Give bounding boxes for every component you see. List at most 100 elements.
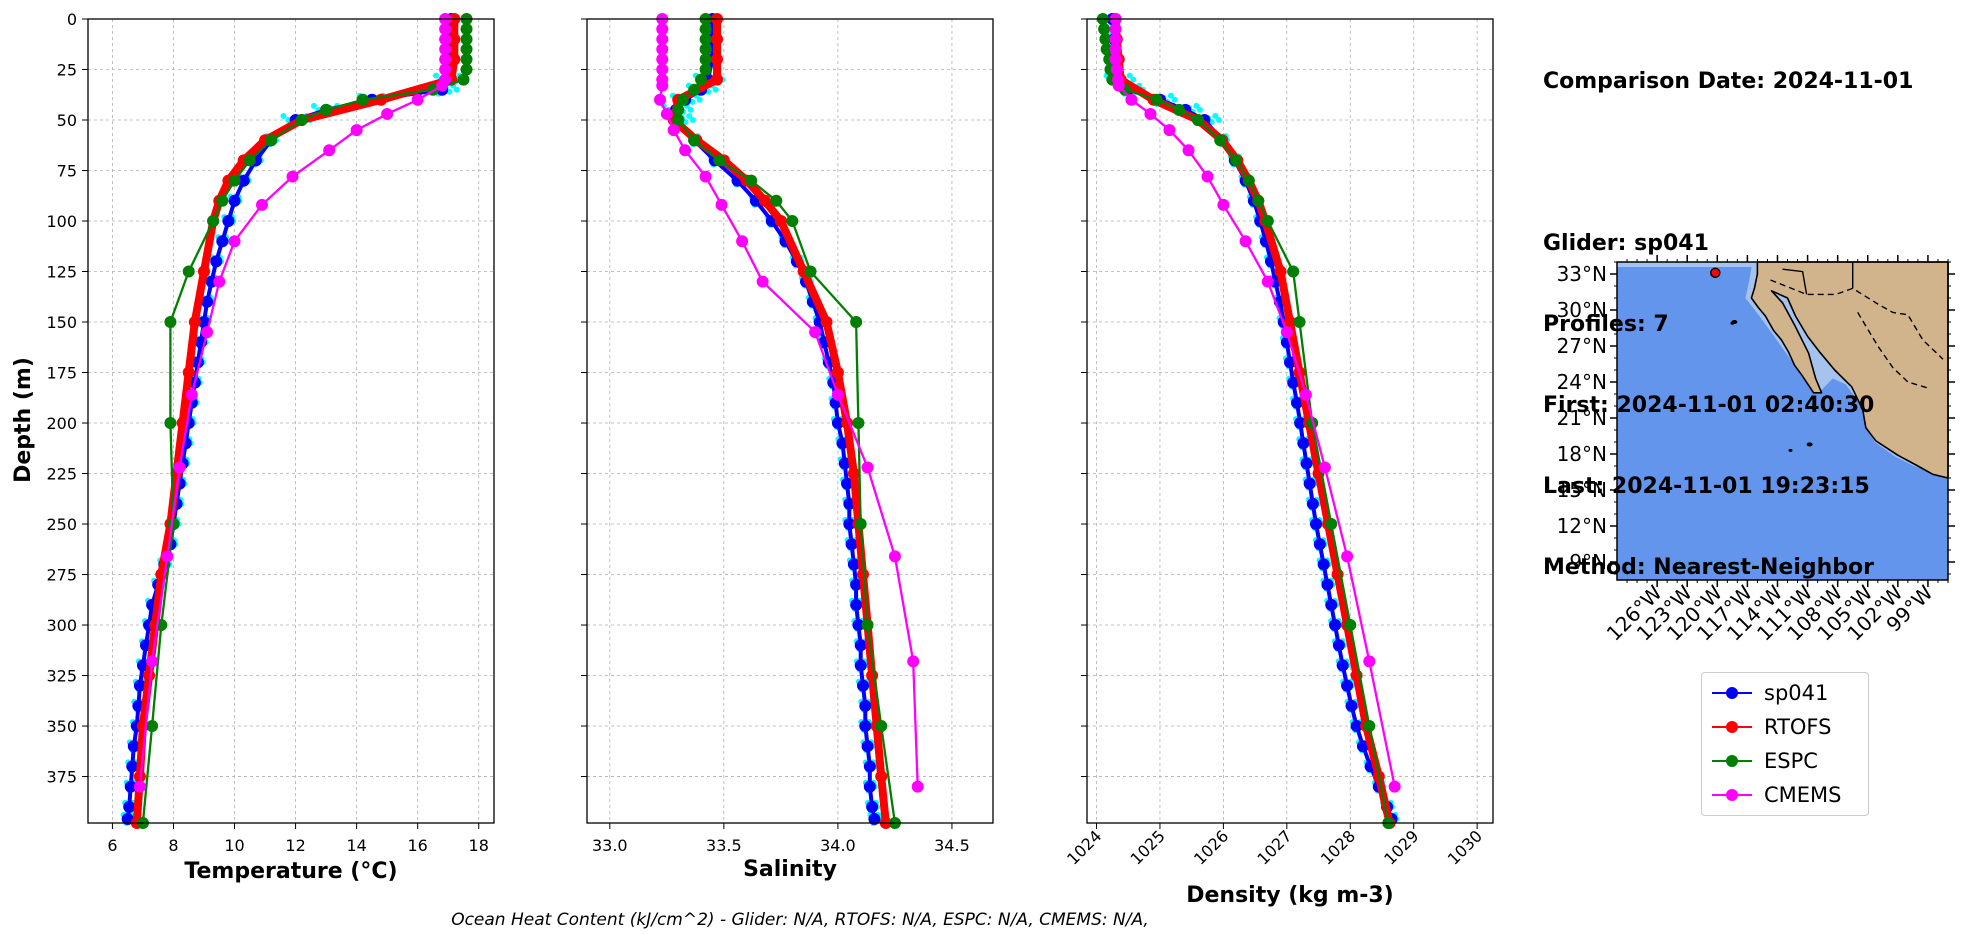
series-point-espc xyxy=(852,417,865,430)
profile-point xyxy=(1126,72,1133,79)
series-point-cmems xyxy=(699,170,712,183)
series-point-rtofs xyxy=(188,316,201,329)
series-point-rtofs xyxy=(847,467,860,480)
x-tick-label: 1028 xyxy=(1317,826,1359,868)
series-point-espc xyxy=(228,174,241,187)
series-point-cmems xyxy=(1112,79,1125,92)
series-point-espc xyxy=(1098,23,1111,36)
series-point-cmems xyxy=(286,170,299,183)
series-point-cmems xyxy=(439,23,452,36)
profile-point xyxy=(310,102,317,109)
x-tick-label: 14 xyxy=(346,836,366,855)
x-tick-label: 1025 xyxy=(1127,826,1169,868)
legend-label-cmems: CMEMS xyxy=(1764,783,1842,807)
series-point-espc xyxy=(745,174,758,187)
series-point-sp041 xyxy=(1317,558,1330,571)
series-point-sp041 xyxy=(1303,477,1316,490)
series-point-rtofs xyxy=(774,215,787,228)
series-point-espc xyxy=(1099,33,1112,46)
series-point-rtofs xyxy=(711,53,724,66)
profile-point xyxy=(1167,92,1174,99)
series-point-sp041 xyxy=(863,760,876,773)
series-point-espc xyxy=(457,73,470,86)
legend-line-espc xyxy=(1712,755,1752,767)
series-point-cmems xyxy=(1388,780,1401,793)
profile-point xyxy=(687,106,694,113)
series-point-sp041 xyxy=(850,578,863,591)
series-point-espc xyxy=(1261,215,1274,228)
series-point-espc xyxy=(672,114,685,127)
series-point-sp041 xyxy=(228,194,241,207)
series-point-sp041 xyxy=(859,699,872,712)
series-point-sp041 xyxy=(127,740,140,753)
x-axis-label: Temperature (°C) xyxy=(184,859,397,884)
series-point-cmems xyxy=(1363,655,1376,668)
series-point-cmems xyxy=(1280,326,1293,339)
series-point-sp041 xyxy=(831,417,844,430)
series-point-espc xyxy=(854,518,867,531)
series-point-sp041 xyxy=(210,255,223,268)
axes-frame xyxy=(1086,18,1494,824)
series-point-cmems xyxy=(173,461,186,474)
map-border-internal xyxy=(1857,312,1929,389)
map-frame xyxy=(1616,261,1949,581)
x-tick-label: 33.5 xyxy=(706,836,742,855)
series-point-cmems xyxy=(736,235,749,248)
series-point-cmems xyxy=(146,655,159,668)
x-tick-label: 8 xyxy=(168,836,178,855)
series-point-sp041 xyxy=(847,558,860,571)
series-point-espc xyxy=(243,154,256,167)
series-point-espc xyxy=(1287,265,1300,278)
series-point-sp041 xyxy=(1341,679,1354,692)
series-point-sp041 xyxy=(1294,417,1307,430)
series-point-sp041 xyxy=(237,174,250,187)
legend-marker-espc xyxy=(1726,755,1738,767)
series-point-cmems xyxy=(656,23,669,36)
series-point-cmems xyxy=(1144,107,1157,120)
ohc-footer: Ocean Heat Content (kJ/cm^2) - Glider: N… xyxy=(451,910,1149,930)
series-point-cmems xyxy=(350,124,363,137)
series-point-espc xyxy=(164,316,177,329)
legend-line-rtofs xyxy=(1712,721,1752,733)
series-point-sp041 xyxy=(845,538,858,551)
series-point-sp041 xyxy=(1297,437,1310,450)
x-tick-label: 34.5 xyxy=(934,836,970,855)
series-point-espc xyxy=(146,720,159,733)
series-point-espc xyxy=(1293,316,1306,329)
series-point-rtofs xyxy=(1274,265,1287,278)
series-point-espc xyxy=(850,316,863,329)
series-point-sp041 xyxy=(838,457,851,470)
series-point-cmems xyxy=(911,780,924,793)
series-point-espc xyxy=(695,73,708,86)
series-point-sp041 xyxy=(852,619,865,632)
series-point-cmems xyxy=(653,93,666,106)
series-point-cmems xyxy=(660,107,673,120)
y-tick-label: 275 xyxy=(46,566,77,585)
legend-label-espc: ESPC xyxy=(1764,749,1818,773)
map-lat-label: 24°N xyxy=(1557,370,1607,394)
legend-marker-rtofs xyxy=(1726,721,1738,733)
series-point-cmems xyxy=(133,780,146,793)
x-tick-label: 6 xyxy=(107,836,117,855)
x-tick-label: 34.0 xyxy=(820,836,856,855)
map-lat-label: 30°N xyxy=(1557,298,1607,322)
series-point-sp041 xyxy=(843,497,856,510)
legend: sp041 RTOFS ESPC CMEMS xyxy=(1701,672,1869,816)
profile-point xyxy=(280,112,287,119)
series-point-sp041 xyxy=(1287,376,1300,389)
series-point-sp041 xyxy=(850,598,863,611)
glider-name: Glider: sp041 xyxy=(1543,231,1709,256)
series-point-cmems xyxy=(213,275,226,288)
x-tick-label: 1029 xyxy=(1380,826,1422,868)
series-point-cmems xyxy=(656,79,669,92)
series-point-espc xyxy=(688,83,701,96)
series-point-sp041 xyxy=(863,780,876,793)
series-point-cmems xyxy=(861,461,874,474)
series-point-cmems xyxy=(1217,198,1230,211)
x-tick-label: 1026 xyxy=(1190,826,1232,868)
series-point-sp041 xyxy=(843,518,856,531)
x-tick-label: 1030 xyxy=(1444,826,1486,868)
map-lat-label: 21°N xyxy=(1557,406,1607,430)
location-map: 33°N30°N27°N24°N21°N18°N15°N12°N9°N126°W… xyxy=(1557,255,1955,646)
series-point-sp041 xyxy=(1336,659,1349,672)
